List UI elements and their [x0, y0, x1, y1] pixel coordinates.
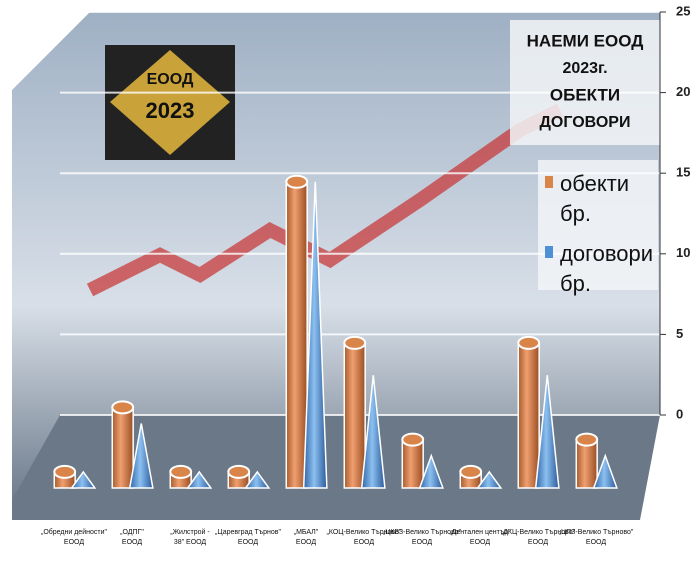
- x-tick-text: „ЦКВЗ-Велико Търново": [383, 529, 462, 536]
- bar: [343, 335, 367, 489]
- title-box: [510, 20, 660, 145]
- bar-top: [169, 464, 193, 479]
- bar: [244, 470, 271, 489]
- x-tick-text: ЕООД: [586, 539, 606, 546]
- y-tick-label: 15: [676, 165, 690, 180]
- logo-text: 2023: [146, 98, 195, 123]
- bar: [418, 453, 444, 489]
- bar-top: [53, 464, 77, 479]
- x-tick-label: „КОЦ-Велико Търново" ЕООД: [327, 529, 402, 546]
- x-tick-text: „Царевград Търнов": [215, 529, 281, 536]
- bar-top: [227, 464, 251, 479]
- y-tick-label: 10: [676, 245, 690, 260]
- chart-title: ОБЕКТИ: [550, 85, 620, 104]
- y-tick-label: 5: [676, 326, 683, 341]
- x-tick-text: ЕООД: [412, 539, 432, 546]
- bar: [128, 423, 154, 489]
- x-tick-label: „ЦПЗ-Велико Търново" ЕООД: [559, 529, 634, 546]
- legend-label: обекти бр.: [560, 171, 629, 226]
- bar-body: [111, 406, 134, 489]
- label-strip: [0, 520, 694, 566]
- logo-diamond: [110, 50, 230, 155]
- bar-body: [575, 438, 598, 489]
- bar: [302, 181, 328, 489]
- x-tick-text: „Жилстрой -: [170, 528, 210, 536]
- x-tick-text: ЕООД: [470, 539, 490, 546]
- legend-label: договори бр.: [560, 241, 653, 296]
- bar-top: [459, 464, 483, 479]
- x-tick-label: „Обредни дейности" ЕООД: [41, 528, 107, 546]
- bar-top: [343, 335, 367, 350]
- legend-text: бр.: [560, 201, 591, 226]
- floor: [12, 415, 660, 520]
- legend-text: обекти: [560, 171, 629, 196]
- y-tick-label: 25: [676, 3, 690, 18]
- x-tick-text: „ОДПГ": [120, 529, 144, 536]
- x-tick-text: „Дентален център": [449, 529, 511, 536]
- bar: [70, 470, 97, 489]
- legend-swatch: [545, 176, 553, 188]
- bar: [592, 453, 618, 489]
- x-tick-text: ЕООД: [64, 539, 84, 546]
- bar: [575, 432, 599, 489]
- bar: [53, 464, 77, 489]
- bar: [285, 174, 309, 489]
- x-tick-text: „ДКЦ-Велико Търново": [501, 529, 576, 536]
- bar: [186, 470, 213, 489]
- x-tick-text: ЕООД: [122, 539, 142, 546]
- legend-text: бр.: [560, 271, 591, 296]
- bar: [459, 464, 483, 489]
- chart-title: ДОГОВОРИ: [540, 114, 631, 131]
- legend-text: договори: [560, 241, 653, 266]
- chart-title: НАЕМИ ЕООД: [527, 31, 644, 50]
- x-tick-text: ЕООД: [528, 539, 548, 546]
- bar: [111, 400, 135, 489]
- x-tick-text: „ЦПЗ-Велико Търново": [559, 529, 634, 536]
- x-tick-text: ЕООД: [296, 539, 316, 546]
- bar: [401, 432, 425, 489]
- x-tick-text: „КОЦ-Велико Търново": [327, 529, 402, 536]
- x-tick-text: ЕООД: [354, 539, 374, 546]
- x-tick-label: „Царевград Търнов" ЕООД: [215, 529, 281, 546]
- bar-top: [111, 400, 135, 415]
- x-tick-text: ЕООД: [238, 539, 258, 546]
- bar-top: [517, 335, 541, 350]
- bar: [227, 464, 251, 489]
- x-tick-label: „Жилстрой - 38" ЕООД: [170, 528, 210, 546]
- x-tick-text: 38" ЕООД: [174, 539, 207, 546]
- y-tick-label: 20: [676, 84, 690, 99]
- bar-body: [285, 180, 308, 489]
- bar-top: [285, 174, 309, 189]
- legend-box: [538, 160, 658, 290]
- bar: [360, 375, 386, 489]
- bar: [534, 375, 560, 489]
- chart-title: 2023г.: [562, 60, 607, 77]
- x-tick-label: „ДКЦ-Велико Търново" ЕООД: [501, 529, 576, 546]
- x-tick-text: „Обредни дейности": [41, 528, 107, 536]
- x-tick-label: „Дентален център" ЕООД: [449, 529, 511, 546]
- bar-body: [343, 342, 366, 489]
- bar: [169, 464, 193, 489]
- x-tick-label: „ОДПГ" ЕООД: [120, 529, 144, 546]
- bar-body: [517, 342, 540, 489]
- y-tick-label: 0: [676, 406, 683, 421]
- legend-swatch: [545, 246, 553, 258]
- bar: [517, 335, 541, 489]
- bar-body: [401, 438, 424, 489]
- bar: [476, 470, 503, 489]
- logo-text: ЕООД: [147, 71, 194, 88]
- x-tick-label: „ЦКВЗ-Велико Търново" ЕООД: [383, 529, 462, 546]
- bar-top: [575, 432, 599, 447]
- bar-top: [401, 432, 425, 447]
- x-tick-label: „МБАЛ" ЕООД: [294, 529, 319, 546]
- x-tick-text: „МБАЛ": [294, 529, 319, 536]
